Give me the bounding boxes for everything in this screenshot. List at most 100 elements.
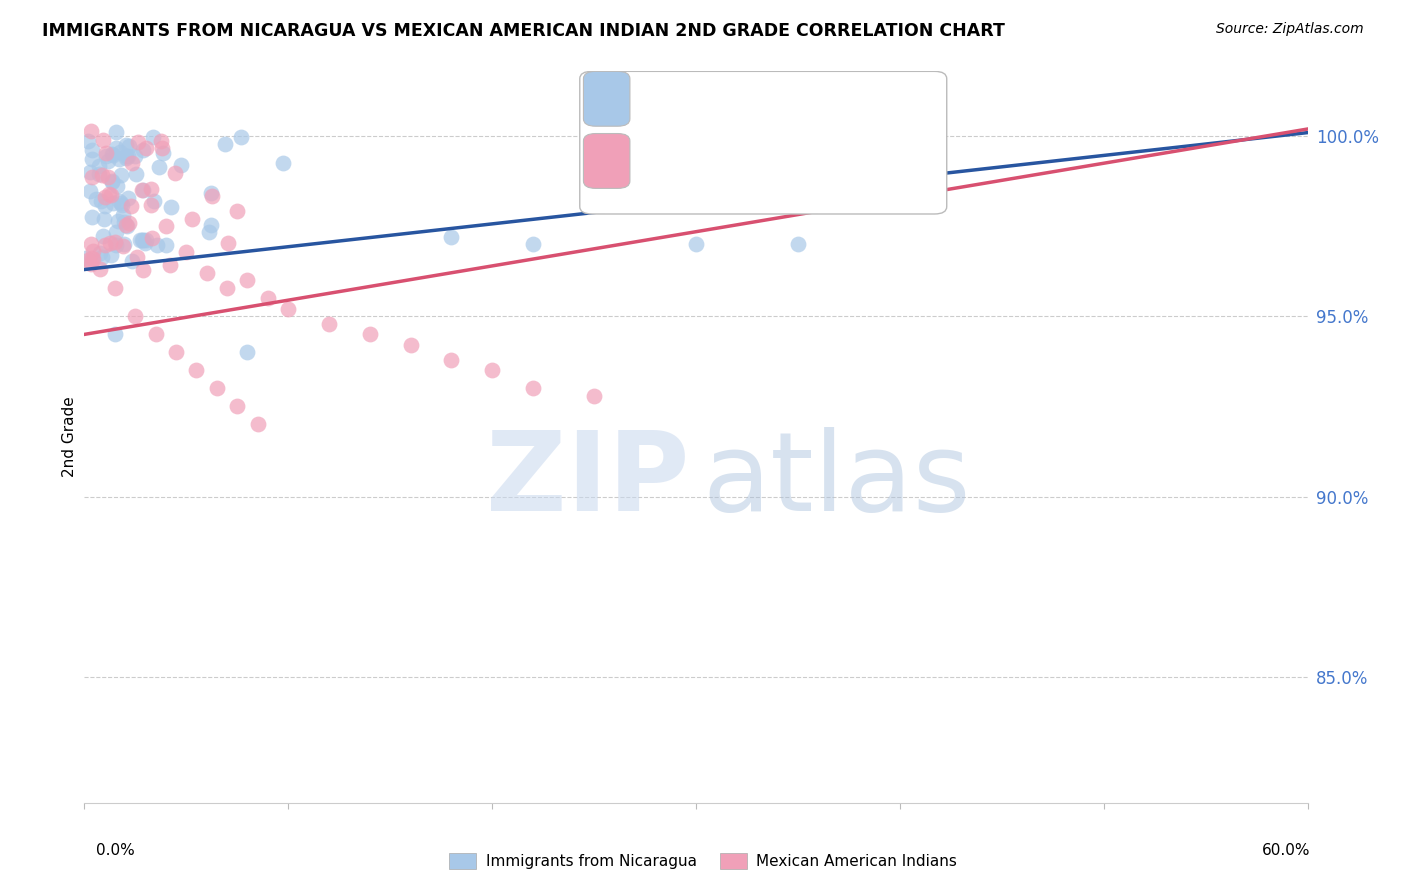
Point: [115, 219, 138, 233]
Point: [91, 229, 114, 244]
Point: [110, 198, 132, 212]
Point: [201, 189, 224, 203]
Point: [125, 251, 148, 265]
Point: [80, 152, 103, 166]
Point: [198, 225, 221, 239]
Point: [236, 273, 259, 287]
Point: [399, 338, 422, 352]
Point: [271, 156, 294, 170]
Point: [131, 233, 153, 247]
Point: [82, 143, 104, 157]
Point: [141, 182, 163, 196]
Point: [94, 190, 117, 204]
Point: [112, 215, 135, 229]
Point: [200, 219, 222, 233]
Point: [120, 199, 142, 213]
Point: [115, 138, 138, 153]
Point: [200, 186, 222, 200]
Point: [112, 239, 135, 253]
Point: [134, 235, 156, 250]
Point: [440, 230, 463, 244]
Point: [80, 252, 103, 266]
Point: [108, 145, 131, 159]
Point: [236, 345, 259, 359]
FancyBboxPatch shape: [583, 134, 630, 188]
Point: [94, 199, 117, 213]
Point: [125, 167, 148, 181]
Point: [132, 233, 155, 247]
Point: [217, 280, 239, 294]
Text: IMMIGRANTS FROM NICARAGUA VS MEXICAN AMERICAN INDIAN 2ND GRADE CORRELATION CHART: IMMIGRANTS FROM NICARAGUA VS MEXICAN AME…: [42, 22, 1005, 40]
Point: [100, 175, 122, 189]
Point: [131, 183, 153, 197]
Point: [115, 149, 138, 163]
Text: R = 0.278   N = 62: R = 0.278 N = 62: [616, 155, 793, 173]
Point: [100, 188, 122, 202]
Point: [104, 280, 127, 294]
Point: [132, 143, 155, 157]
Point: [159, 259, 181, 273]
Point: [89, 246, 111, 260]
Point: [101, 195, 124, 210]
Point: [117, 190, 139, 204]
Point: [104, 141, 127, 155]
Point: [150, 141, 173, 155]
Point: [135, 141, 157, 155]
Point: [214, 136, 236, 151]
Point: [128, 233, 150, 247]
Point: [90, 250, 112, 264]
Point: [146, 237, 169, 252]
Point: [104, 327, 127, 342]
Point: [80, 124, 103, 138]
Point: [124, 148, 146, 162]
Legend: Immigrants from Nicaragua, Mexican American Indians: Immigrants from Nicaragua, Mexican Ameri…: [443, 847, 963, 875]
Point: [118, 138, 141, 153]
Point: [139, 198, 162, 212]
Point: [107, 214, 129, 228]
Point: [481, 363, 503, 377]
Point: [787, 237, 810, 252]
Point: [152, 145, 174, 160]
Point: [89, 262, 111, 277]
Point: [121, 254, 143, 268]
Text: atlas: atlas: [702, 427, 970, 534]
Point: [142, 129, 165, 144]
Point: [685, 237, 707, 252]
Point: [110, 168, 132, 182]
Point: [80, 237, 103, 252]
Point: [318, 317, 340, 331]
Point: [174, 244, 197, 259]
Point: [583, 389, 606, 403]
Point: [148, 160, 170, 174]
Point: [141, 231, 163, 245]
Point: [145, 327, 167, 342]
Point: [115, 218, 138, 232]
Point: [103, 147, 125, 161]
Point: [522, 237, 544, 252]
Point: [155, 219, 177, 234]
Point: [84, 192, 107, 206]
Point: [82, 252, 104, 267]
FancyBboxPatch shape: [583, 71, 630, 127]
Point: [76, 134, 98, 148]
Point: [75, 251, 97, 265]
Point: [132, 183, 155, 197]
Text: ZIP: ZIP: [486, 427, 690, 534]
Point: [104, 235, 127, 249]
Point: [82, 244, 104, 259]
Point: [98, 236, 121, 251]
Point: [96, 146, 118, 161]
Text: 0.0%: 0.0%: [96, 843, 135, 858]
Point: [79, 257, 101, 271]
Point: [105, 178, 128, 193]
Point: [205, 381, 228, 395]
Text: Source: ZipAtlas.com: Source: ZipAtlas.com: [1216, 22, 1364, 37]
Point: [93, 212, 115, 227]
Point: [110, 196, 132, 211]
Point: [93, 237, 115, 252]
Point: [226, 400, 249, 414]
Point: [155, 237, 177, 252]
Point: [79, 184, 101, 198]
Point: [108, 152, 131, 166]
Point: [100, 248, 122, 262]
